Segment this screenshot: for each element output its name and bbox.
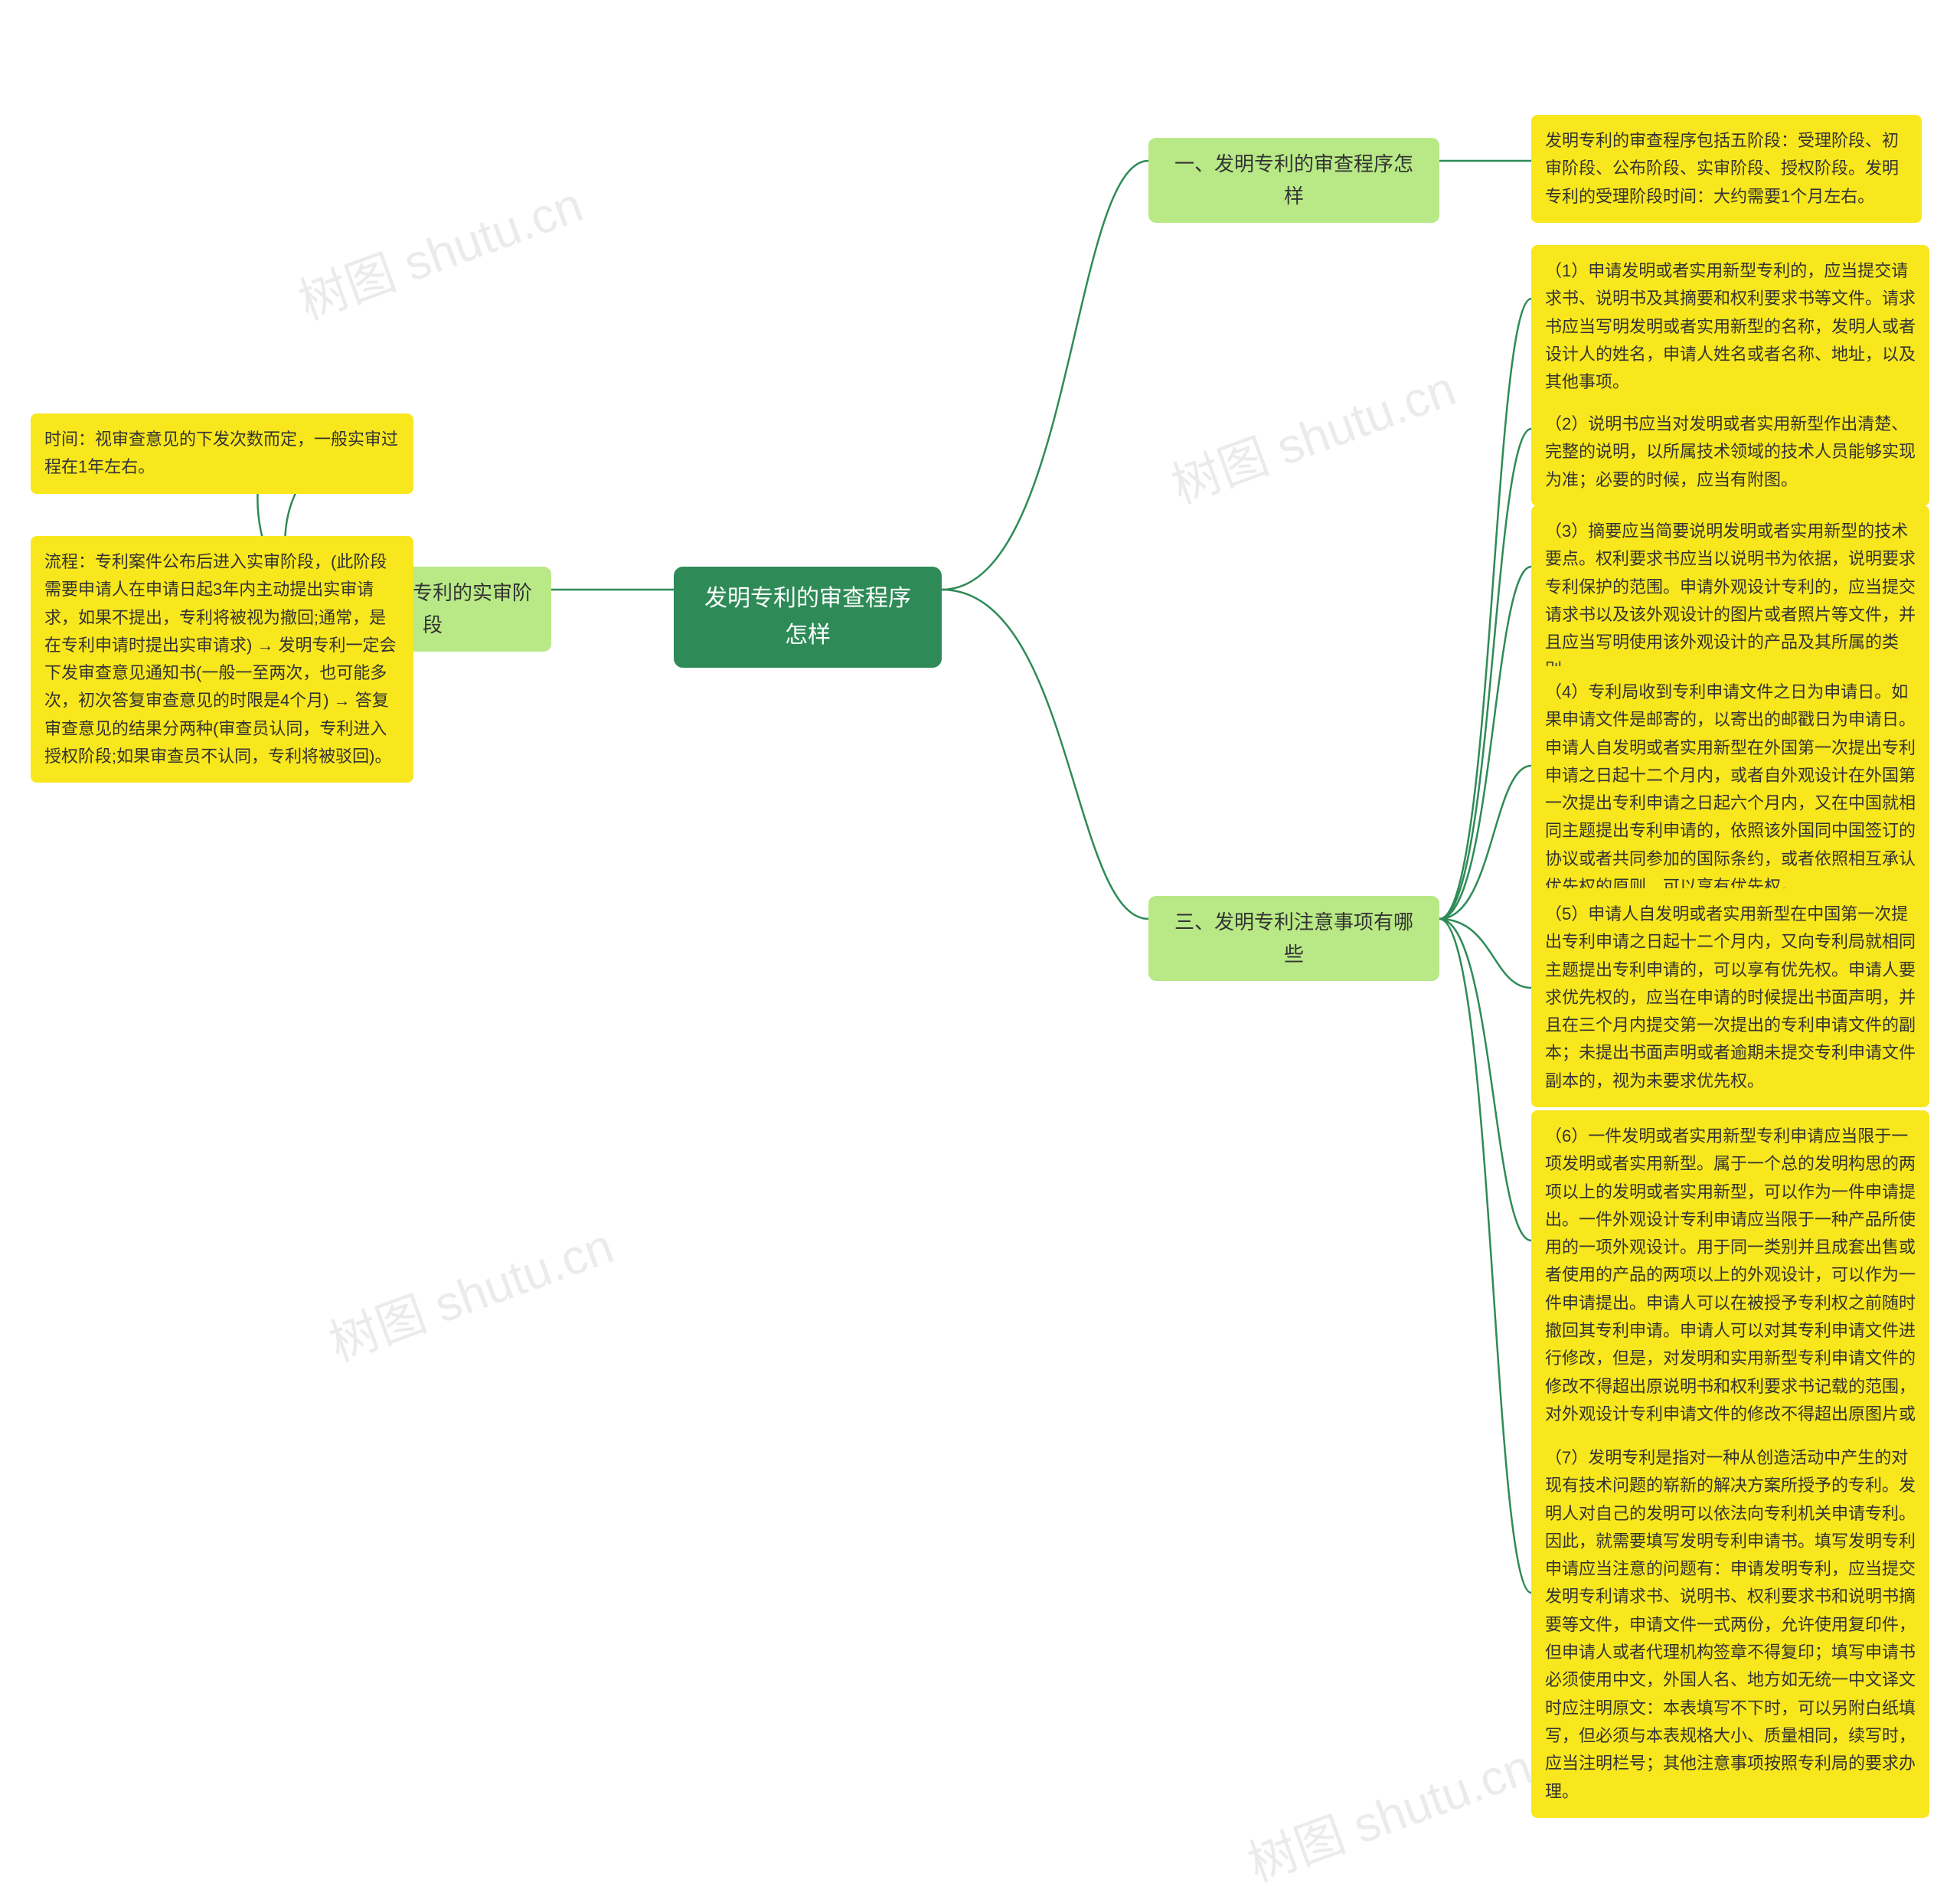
root-label: 发明专利的审查程序怎样 — [704, 586, 911, 648]
leaf-node-b3-2[interactable]: （2）说明书应当对发明或者实用新型作出清楚、完整的说明，以所属技术领域的技术人员… — [1531, 398, 1929, 506]
watermark: 树图 shutu.cn — [288, 165, 591, 333]
leaf-node-b3-7[interactable]: （7）发明专利是指对一种从创造活动中产生的对现有技术问题的崭新的解决方案所授予的… — [1531, 1432, 1929, 1818]
root-node[interactable]: 发明专利的审查程序怎样 — [674, 567, 942, 668]
branch-node-1[interactable]: 一、发明专利的审查程序怎样 — [1148, 138, 1439, 223]
leaf-b3-7-text: （7）发明专利是指对一种从创造活动中产生的对现有技术问题的崭新的解决方案所授予的… — [1545, 1448, 1916, 1801]
leaf-b3-3-text: （3）摘要应当简要说明发明或者实用新型的技术要点。权利要求书应当以说明书为依据，… — [1545, 521, 1916, 679]
leaf-node-b2-1[interactable]: 时间：视审查意见的下发次数而定，一般实审过程在1年左右。 — [31, 414, 413, 494]
leaf-b1-1-text: 发明专利的审查程序包括五阶段：受理阶段、初审阶段、公布阶段、实审阶段、授权阶段。… — [1545, 131, 1899, 206]
leaf-node-b3-6[interactable]: （6）一件发明或者实用新型专利申请应当限于一项发明或者实用新型。属于一个总的发明… — [1531, 1110, 1929, 1469]
leaf-b3-6-text: （6）一件发明或者实用新型专利申请应当限于一项发明或者实用新型。属于一个总的发明… — [1545, 1126, 1916, 1451]
leaf-b2-2-text: 流程：专利案件公布后进入实审阶段，(此阶段需要申请人在申请日起3年内主动提出实审… — [44, 552, 397, 766]
leaf-b3-5-text: （5）申请人自发明或者实用新型在中国第一次提出专利申请之日起十二个月内，又向专利… — [1545, 904, 1916, 1090]
branch-3-label: 三、发明专利注意事项有哪些 — [1174, 910, 1413, 966]
branch-1-label: 一、发明专利的审查程序怎样 — [1174, 152, 1413, 208]
watermark: 树图 shutu.cn — [1161, 349, 1464, 517]
leaf-node-b1-1[interactable]: 发明专利的审查程序包括五阶段：受理阶段、初审阶段、公布阶段、实审阶段、授权阶段。… — [1531, 115, 1922, 223]
leaf-node-b3-1[interactable]: （1）申请发明或者实用新型专利的，应当提交请求书、说明书及其摘要和权利要求书等文… — [1531, 245, 1929, 408]
leaf-node-b3-4[interactable]: （4）专利局收到专利申请文件之日为申请日。如果申请文件是邮寄的，以寄出的邮戳日为… — [1531, 666, 1929, 913]
leaf-node-b3-5[interactable]: （5）申请人自发明或者实用新型在中国第一次提出专利申请之日起十二个月内，又向专利… — [1531, 888, 1929, 1107]
branch-node-3[interactable]: 三、发明专利注意事项有哪些 — [1148, 896, 1439, 981]
watermark: 树图 shutu.cn — [318, 1207, 622, 1375]
leaf-node-b2-2[interactable]: 流程：专利案件公布后进入实审阶段，(此阶段需要申请人在申请日起3年内主动提出实审… — [31, 536, 413, 783]
leaf-b3-4-text: （4）专利局收到专利申请文件之日为申请日。如果申请文件是邮寄的，以寄出的邮戳日为… — [1545, 682, 1916, 896]
watermark: 树图 shutu.cn — [1237, 1728, 1540, 1895]
leaf-b3-1-text: （1）申请发明或者实用新型专利的，应当提交请求书、说明书及其摘要和权利要求书等文… — [1545, 261, 1916, 391]
leaf-b3-2-text: （2）说明书应当对发明或者实用新型作出清楚、完整的说明，以所属技术领域的技术人员… — [1545, 414, 1916, 489]
leaf-b2-1-text: 时间：视审查意见的下发次数而定，一般实审过程在1年左右。 — [44, 430, 398, 476]
